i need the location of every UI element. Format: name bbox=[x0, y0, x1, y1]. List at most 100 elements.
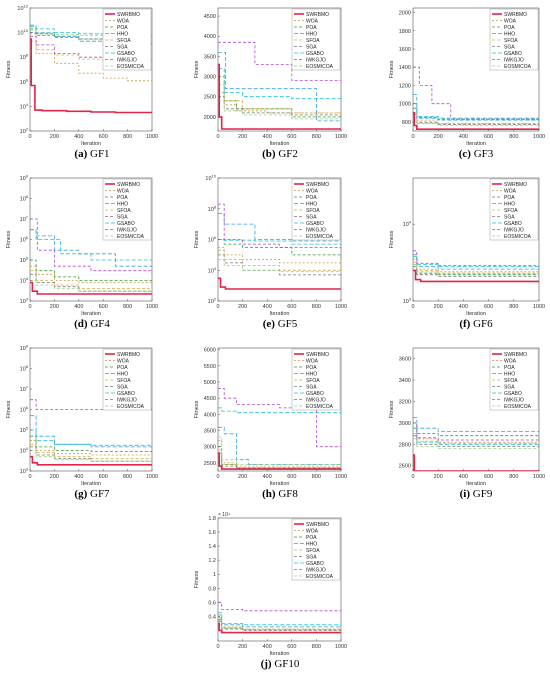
y-tick-label: 106 bbox=[20, 77, 29, 86]
x-tick-label: 600 bbox=[99, 474, 108, 480]
legend-label-iwkgjo: IWKGJO bbox=[117, 397, 137, 403]
series-line-swrbmo bbox=[30, 38, 152, 114]
y-tick-label: 1.8 bbox=[208, 516, 216, 522]
legend-label-iwkgjo: IWKGJO bbox=[117, 227, 137, 233]
chart-panel-gf3: 0 200 400 600 800 1000 800 1000 1200 1400 1600 1800… bbox=[389, 7, 545, 160]
y-tick-label: 4500 bbox=[204, 396, 216, 402]
panel-caption: (j) GF10 bbox=[261, 658, 300, 670]
x-tick-label: 400 bbox=[263, 304, 272, 310]
y-tick-exponent: 6 bbox=[26, 77, 29, 82]
legend-label-woa: WOA bbox=[306, 528, 319, 534]
x-tick-label: 0 bbox=[216, 644, 219, 650]
x-tick-label: 1000 bbox=[146, 304, 158, 310]
y-tick-label: 108 bbox=[20, 194, 29, 203]
legend: SWRBMOWOAPOAHHOSFOASGAGSABOIWKGJOEOSMICO… bbox=[102, 8, 152, 71]
legend-label-sga: SGA bbox=[306, 44, 317, 50]
y-tick-exponent: 8 bbox=[26, 194, 29, 199]
series-line-swrbmo bbox=[413, 112, 539, 130]
y-tick-exponent: 3 bbox=[409, 297, 412, 302]
y-tick-exponent: 8 bbox=[26, 53, 29, 58]
x-tick-label: 800 bbox=[312, 304, 321, 310]
legend-label-woa: WOA bbox=[306, 18, 319, 24]
y-tick-label: 6000 bbox=[204, 348, 216, 354]
y-tick-exponent: 9 bbox=[26, 174, 29, 179]
legend-label-poa: POA bbox=[117, 195, 128, 201]
x-tick-label: 800 bbox=[509, 134, 518, 140]
x-tick-label: 600 bbox=[484, 134, 493, 140]
legend-label-sfoa: SFOA bbox=[117, 38, 131, 44]
legend-label-woa: WOA bbox=[504, 18, 517, 24]
y-tick-label: 1010 bbox=[17, 28, 28, 37]
y-tick-label: 1400 bbox=[399, 65, 411, 71]
y-tick-label: 108 bbox=[20, 364, 29, 373]
x-tick-label: 400 bbox=[263, 474, 272, 480]
legend-label-hho: HHO bbox=[306, 541, 317, 547]
legend-label-sfoa: SFOA bbox=[504, 208, 518, 214]
legend: SWRBMOWOAPOAHHOSFOASGAGSABOIWKGJOEOSMICO… bbox=[291, 8, 341, 71]
y-tick-label: 2600 bbox=[399, 464, 411, 470]
y-tick-exponent: 7 bbox=[26, 215, 29, 220]
y-tick-label: 106 bbox=[20, 235, 29, 244]
series-line-eosmicoa bbox=[413, 264, 539, 276]
y-tick-exponent: 3 bbox=[26, 297, 29, 302]
x-tick-label: 600 bbox=[99, 304, 108, 310]
x-tick-label: 200 bbox=[50, 134, 59, 140]
y-tick-exponent: 9 bbox=[26, 344, 29, 349]
series-line-iwkgjo bbox=[218, 388, 341, 448]
series-line-swrbmo bbox=[413, 269, 539, 283]
caption-function: GF9 bbox=[470, 488, 493, 500]
legend-label-woa: WOA bbox=[504, 188, 517, 194]
legend-label-gsabo: GSABO bbox=[504, 221, 522, 227]
y-tick-label: 1800 bbox=[399, 29, 411, 35]
caption-letter: (j) bbox=[261, 658, 272, 670]
y-tick-label: 104 bbox=[403, 220, 412, 229]
y-axis-label: Fitness bbox=[6, 400, 12, 418]
legend: SWRBMOWOAPOAHHOSFOASGAGSABOIWKGJOEOSMICO… bbox=[102, 178, 152, 241]
chart-panel-gf10: 0 200 400 600 800 1000 0.4 0.6 0.8 1 1.2 1.4 1.6 1.8×… bbox=[194, 512, 347, 670]
y-tick-label: 3200 bbox=[399, 399, 411, 405]
y-tick-label: 106 bbox=[20, 405, 29, 414]
y-tick-label: 106 bbox=[208, 235, 217, 244]
chart-panel-gf5: 0 200 400 600 800 10001021041061081010Iterati… bbox=[194, 174, 347, 331]
series-line-hho bbox=[218, 52, 341, 122]
legend-label-iwkgjo: IWKGJO bbox=[306, 397, 326, 403]
y-tick-label: 2500 bbox=[204, 95, 216, 101]
x-tick-label: 1000 bbox=[335, 304, 347, 310]
y-tick-label: 1 bbox=[213, 572, 216, 578]
x-tick-label: 200 bbox=[238, 134, 247, 140]
chart-panel-gf8: 0 200 400 600 800 1000 2500 3000 3500 4000 4500 500… bbox=[194, 348, 347, 500]
panel-caption: (f) GF6 bbox=[459, 318, 493, 330]
legend-label-hho: HHO bbox=[117, 201, 128, 207]
x-axis-label: Iteration bbox=[81, 311, 101, 317]
series-line-swrbmo bbox=[218, 452, 341, 470]
series-line-poa bbox=[218, 239, 341, 260]
legend-label-eosmicoa: EOSMICOA bbox=[117, 404, 145, 410]
legend-label-sga: SGA bbox=[306, 554, 317, 560]
x-tick-label: 400 bbox=[74, 304, 83, 310]
x-tick-label: 0 bbox=[411, 474, 414, 480]
y-tick-label: 3000 bbox=[399, 421, 411, 427]
legend-label-sga: SGA bbox=[117, 384, 128, 390]
x-tick-label: 0 bbox=[216, 134, 219, 140]
y-tick-label: 1.2 bbox=[208, 558, 216, 564]
legend-label-poa: POA bbox=[117, 25, 128, 31]
y-tick-label: 1200 bbox=[399, 83, 411, 89]
legend-label-sfoa: SFOA bbox=[504, 38, 518, 44]
legend-label-iwkgjo: IWKGJO bbox=[504, 57, 524, 63]
x-tick-label: 400 bbox=[459, 134, 468, 140]
legend-label-eosmicoa: EOSMICOA bbox=[306, 574, 334, 580]
series-line-hho bbox=[218, 426, 341, 465]
y-tick-label: 105 bbox=[20, 426, 29, 435]
legend-label-swrbmo: SWRBMO bbox=[306, 12, 329, 18]
x-tick-label: 400 bbox=[459, 474, 468, 480]
legend-label-swrbmo: SWRBMO bbox=[117, 352, 140, 358]
panel-caption: (c) GF3 bbox=[459, 148, 494, 160]
legend-label-sga: SGA bbox=[504, 44, 515, 50]
y-tick-exponent: 10 bbox=[212, 174, 217, 179]
legend-label-poa: POA bbox=[306, 535, 317, 541]
legend-label-eosmicoa: EOSMICOA bbox=[117, 64, 145, 70]
y-tick-label: 109 bbox=[20, 344, 29, 353]
y-tick-exponent: 4 bbox=[26, 446, 29, 451]
series-line-gsabo bbox=[30, 429, 152, 447]
x-tick-label: 600 bbox=[484, 304, 493, 310]
